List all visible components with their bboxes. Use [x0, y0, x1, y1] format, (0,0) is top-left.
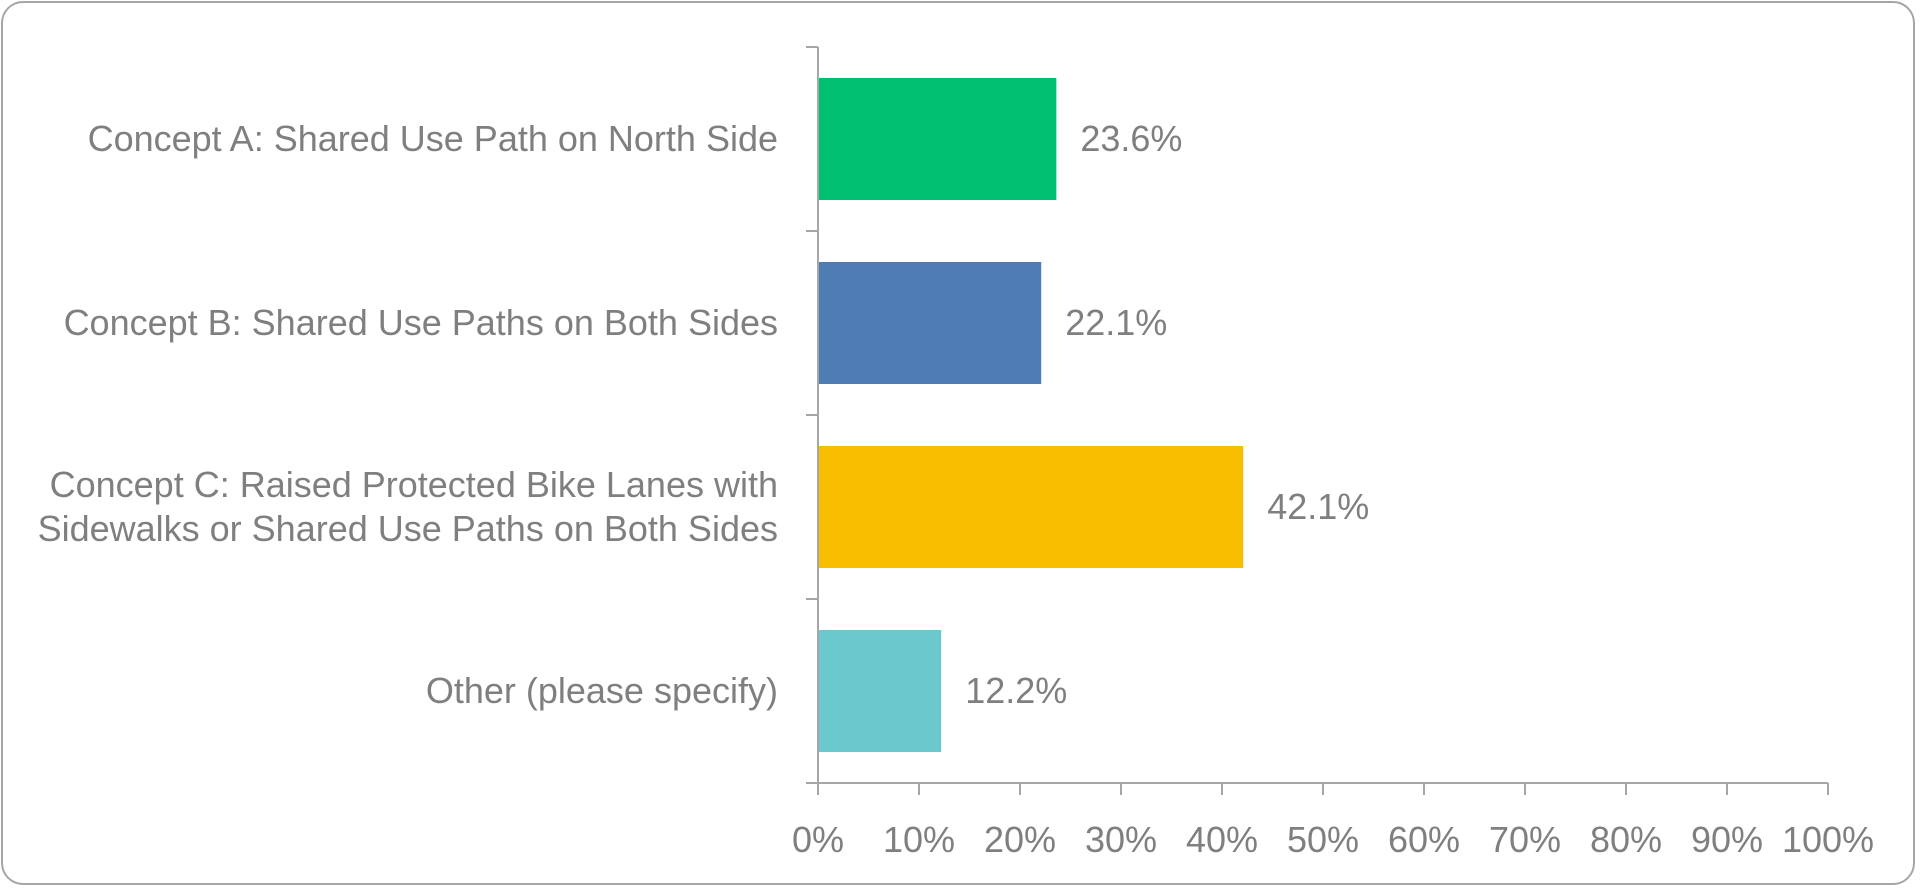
x-tick-label-2: 20%: [984, 819, 1056, 860]
value-label-4: 12.2%: [965, 670, 1067, 711]
x-tick-label-10: 100%: [1782, 819, 1874, 860]
value-labels-group: 23.6% 22.1% 42.1% 12.2%: [965, 118, 1369, 711]
x-tick-label-0: 0%: [792, 819, 844, 860]
category-label-1: Concept A: Shared Use Path on North Side: [88, 118, 778, 159]
bar-1: [818, 78, 1057, 200]
x-tick-label-5: 50%: [1287, 819, 1359, 860]
bar-4: [818, 630, 942, 752]
value-label-1: 23.6%: [1080, 118, 1182, 159]
category-label-3-line-1: Concept C: Raised Protected Bike Lanes w…: [50, 464, 778, 505]
axes-group: [806, 46, 1829, 795]
bar-3: [818, 446, 1244, 568]
value-label-2: 22.1%: [1065, 302, 1167, 343]
x-tick-label-8: 80%: [1590, 819, 1662, 860]
category-labels-group: Concept A: Shared Use Path on North Side…: [38, 118, 778, 711]
x-tick-label-6: 60%: [1388, 819, 1460, 860]
x-ticks-group: 0% 10% 20% 30% 40% 50% 60% 70% 80% 90% 100%: [792, 819, 1874, 860]
value-label-3: 42.1%: [1267, 486, 1369, 527]
bars-group: [818, 78, 1244, 752]
category-label-2: Concept B: Shared Use Paths on Both Side…: [64, 302, 778, 343]
category-label-3-line-2: Sidewalks or Shared Use Paths on Both Si…: [38, 508, 778, 549]
x-tick-label-4: 40%: [1186, 819, 1258, 860]
x-tick-label-9: 90%: [1691, 819, 1763, 860]
bar-2: [818, 262, 1042, 384]
x-tick-label-1: 10%: [883, 819, 955, 860]
category-label-4: Other (please specify): [426, 670, 778, 711]
x-tick-label-3: 30%: [1085, 819, 1157, 860]
x-tick-label-7: 70%: [1489, 819, 1561, 860]
